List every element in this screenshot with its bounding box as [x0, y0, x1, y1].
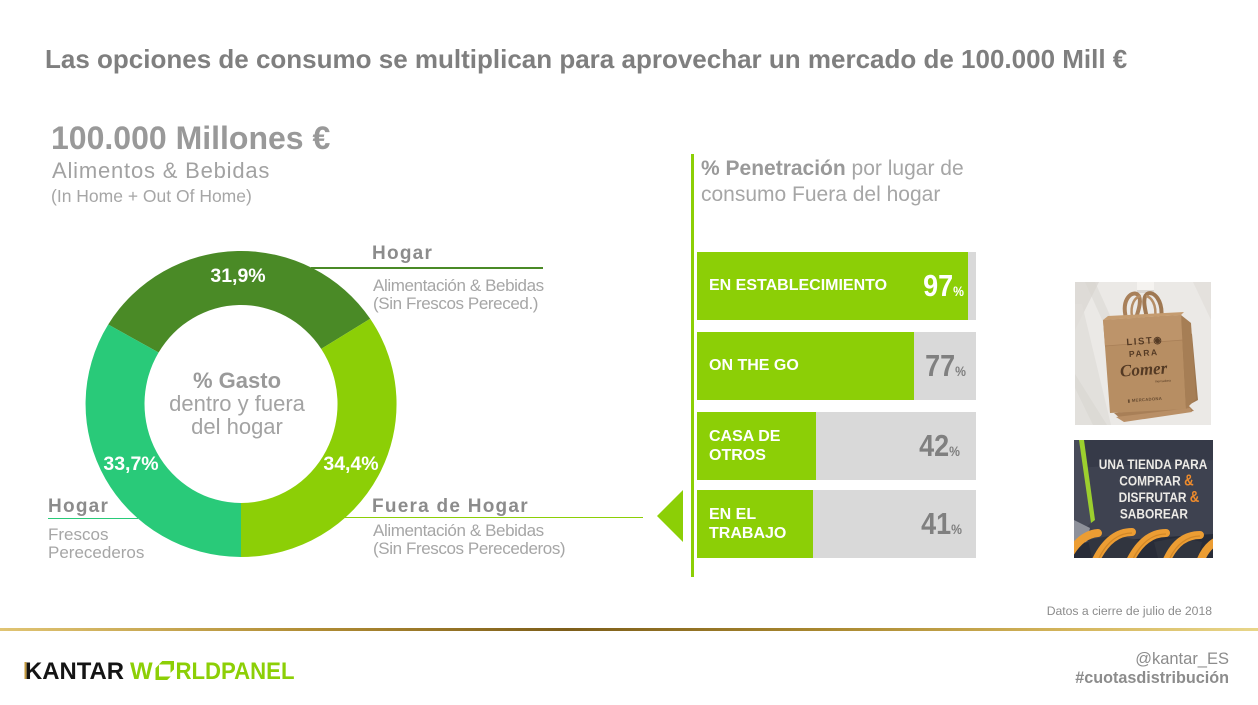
svg-text:SABOREAR: SABOREAR: [1120, 506, 1189, 522]
svg-text:Comer: Comer: [1119, 358, 1168, 380]
svg-text:RLDPANEL: RLDPANEL: [176, 658, 295, 685]
svg-text:DISFRUTAR &: DISFRUTAR &: [1119, 489, 1200, 506]
svg-text:▮ MERCADONA: ▮ MERCADONA: [1128, 396, 1163, 403]
svg-text:LIST◉: LIST◉: [1126, 335, 1164, 349]
svg-text:KANTAR: KANTAR: [25, 658, 124, 685]
svg-text:UNA TIENDA PARA: UNA TIENDA PARA: [1099, 456, 1208, 472]
svg-text:mercadona: mercadona: [1155, 378, 1171, 383]
svg-text:W: W: [130, 658, 153, 685]
svg-text:COMPRAR &: COMPRAR &: [1119, 473, 1193, 490]
svg-text:PARA: PARA: [1129, 347, 1159, 359]
